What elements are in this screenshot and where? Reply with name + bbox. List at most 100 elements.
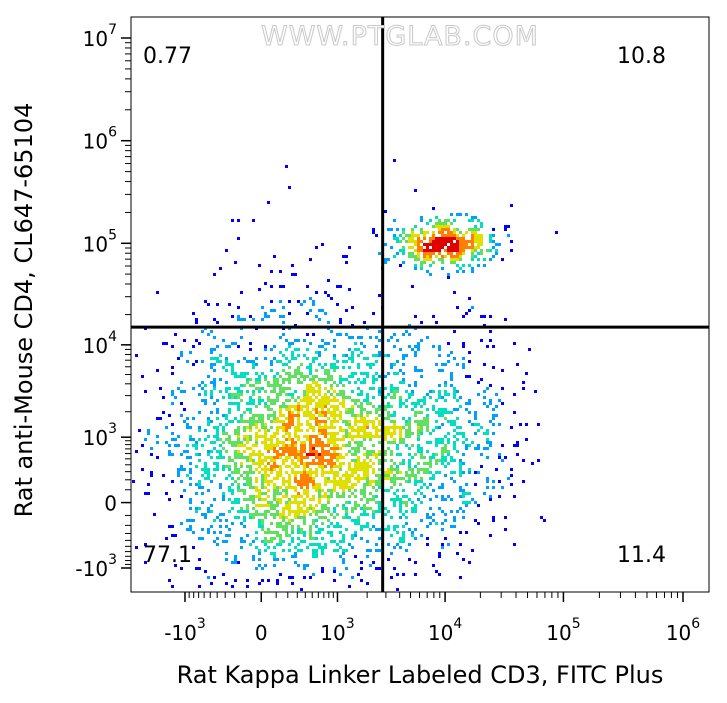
event-dot (276, 393, 279, 396)
event-dot (372, 435, 375, 438)
event-dot (390, 477, 393, 480)
event-dot (393, 429, 396, 432)
event-dot (459, 255, 462, 258)
event-dot (312, 543, 315, 546)
event-dot (255, 504, 258, 507)
event-dot (441, 408, 444, 411)
event-dot (471, 243, 474, 246)
event-dot (294, 552, 297, 555)
event-dot (303, 474, 306, 477)
event-dot (237, 435, 240, 438)
event-dot (324, 495, 327, 498)
event-dot (465, 438, 468, 441)
event-dot (393, 528, 396, 531)
event-dot (318, 399, 321, 402)
event-dot (303, 501, 306, 504)
event-dot (375, 435, 378, 438)
event-dot (138, 429, 141, 432)
event-dot (426, 543, 429, 546)
event-dot (309, 411, 312, 414)
event-dot (345, 309, 348, 312)
event-dot (474, 519, 477, 522)
event-dot (423, 417, 426, 420)
event-dot (342, 489, 345, 492)
event-dot (513, 495, 516, 498)
event-dot (294, 480, 297, 483)
event-dot (342, 405, 345, 408)
event-dot (342, 504, 345, 507)
event-dot (261, 525, 264, 528)
event-dot (459, 471, 462, 474)
event-dot (246, 390, 249, 393)
event-dot (216, 465, 219, 468)
event-dot (231, 471, 234, 474)
event-dot (237, 450, 240, 453)
event-dot (237, 396, 240, 399)
event-dot (354, 417, 357, 420)
event-dot (336, 333, 339, 336)
event-dot (282, 444, 285, 447)
event-dot (423, 456, 426, 459)
event-dot (390, 465, 393, 468)
event-dot (249, 429, 252, 432)
event-dot (348, 423, 351, 426)
event-dot (228, 303, 231, 306)
event-dot (300, 399, 303, 402)
event-dot (237, 453, 240, 456)
event-dot (219, 423, 222, 426)
event-dot (321, 546, 324, 549)
event-dot (342, 366, 345, 369)
event-dot (447, 276, 450, 279)
event-dot (264, 504, 267, 507)
event-dot (267, 546, 270, 549)
event-dot (471, 237, 474, 240)
event-dot (405, 501, 408, 504)
event-dot (492, 366, 495, 369)
event-dot (246, 378, 249, 381)
event-dot (387, 228, 390, 231)
event-dot (324, 291, 327, 294)
event-dot (189, 471, 192, 474)
event-dot (405, 390, 408, 393)
event-dot (354, 372, 357, 375)
event-dot (372, 468, 375, 471)
event-dot (333, 369, 336, 372)
event-dot (423, 423, 426, 426)
event-dot (441, 450, 444, 453)
event-dot (414, 414, 417, 417)
event-dot (369, 420, 372, 423)
event-dot (441, 222, 444, 225)
event-dot (231, 393, 234, 396)
event-dot (438, 354, 441, 357)
event-dot (435, 246, 438, 249)
event-dot (240, 318, 243, 321)
event-dot (288, 414, 291, 417)
event-dot (231, 489, 234, 492)
event-dot (408, 543, 411, 546)
event-dot (321, 366, 324, 369)
event-dot (363, 459, 366, 462)
event-dot (255, 435, 258, 438)
event-dot (366, 582, 369, 585)
event-dot (387, 471, 390, 474)
event-dot (270, 540, 273, 543)
event-dot (363, 408, 366, 411)
event-dot (285, 408, 288, 411)
event-dot (147, 483, 150, 486)
event-dot (306, 486, 309, 489)
event-dot (378, 501, 381, 504)
event-dot (270, 468, 273, 471)
event-dot (267, 483, 270, 486)
event-dot (441, 225, 444, 228)
event-dot (366, 456, 369, 459)
event-dot (390, 453, 393, 456)
event-dot (288, 456, 291, 459)
event-dot (300, 501, 303, 504)
event-dot (408, 393, 411, 396)
event-dot (471, 423, 474, 426)
event-dot (258, 552, 261, 555)
event-dot (348, 495, 351, 498)
event-dot (231, 492, 234, 495)
event-dot (465, 213, 468, 216)
event-dot (417, 423, 420, 426)
